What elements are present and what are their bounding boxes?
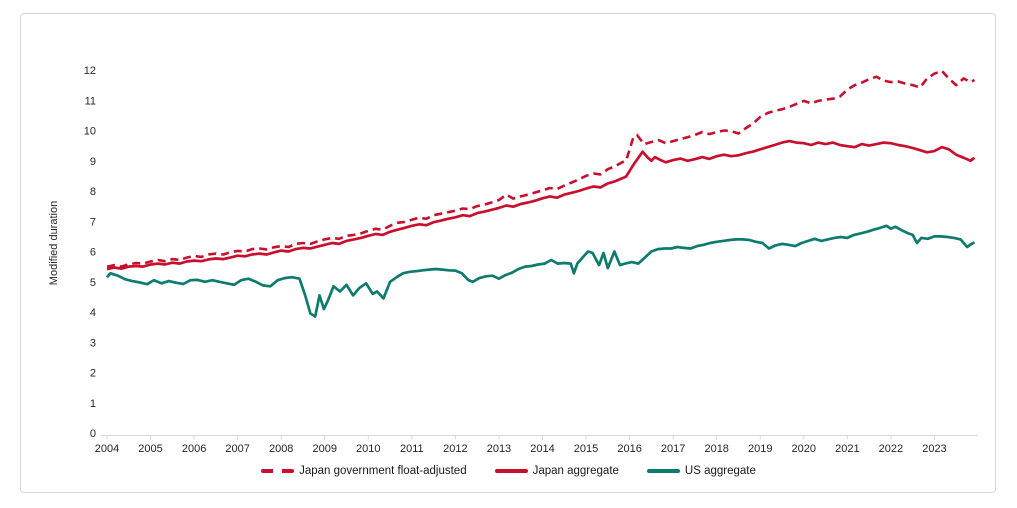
legend-label: US aggregate — [684, 465, 756, 477]
x-tick-label: 2008 — [269, 443, 293, 455]
y-tick-label: 0 — [90, 428, 96, 440]
legend-label: Japan government float-adjusted — [299, 465, 467, 477]
x-tick-label: 2019 — [748, 443, 772, 455]
y-tick-label: 11 — [85, 95, 96, 107]
x-tick-label: 2006 — [182, 443, 206, 455]
y-axis-title: Modified duration — [48, 201, 60, 285]
legend-item-japan-government-float-adjusted: Japan government float-adjusted — [261, 464, 467, 478]
y-tick-label: 12 — [84, 65, 96, 77]
legend: Japan government float-adjusted Japan ag… — [0, 464, 1017, 478]
y-tick-label: 10 — [84, 126, 96, 138]
y-tick-label: 5 — [90, 277, 96, 289]
series-line-japan-aggregate — [106, 139, 976, 271]
x-tick-label: 2007 — [225, 443, 249, 455]
x-tick-label: 2021 — [835, 443, 859, 455]
y-tick-label: 6 — [90, 247, 96, 259]
x-tick-label: 2017 — [661, 443, 685, 455]
x-tick-label: 2014 — [530, 443, 554, 455]
legend-item-us-aggregate: US aggregate — [646, 464, 756, 478]
x-tick-label: 2022 — [879, 443, 903, 455]
series-line-japan-government-float-adjusted — [106, 69, 976, 268]
x-tick-label: 2012 — [443, 443, 467, 455]
x-tick-label: 2015 — [574, 443, 598, 455]
y-tick-label: 4 — [90, 307, 96, 319]
x-tick-label: 2011 — [400, 443, 424, 455]
y-tick-label: 3 — [90, 337, 96, 349]
x-tick-label: 2016 — [617, 443, 641, 455]
chart-frame-border — [20, 13, 996, 493]
x-tick-label: 2013 — [487, 443, 511, 455]
y-tick-label: 8 — [90, 186, 96, 198]
x-tick-label: 2020 — [792, 443, 816, 455]
y-tick-label: 2 — [90, 368, 96, 380]
solid-line-swatch — [494, 469, 528, 473]
dashed-line-swatch — [261, 469, 295, 473]
y-tick-label: 9 — [90, 156, 96, 168]
legend-label: Japan aggregate — [532, 465, 619, 477]
series-line-us-aggregate — [105, 224, 976, 318]
x-tick-label: 2010 — [356, 443, 380, 455]
x-tick-label: 2009 — [313, 443, 337, 455]
y-tick-label: 1 — [90, 398, 96, 410]
x-tick-label: 2023 — [922, 443, 946, 455]
legend-item-japan-aggregate: Japan aggregate — [494, 464, 619, 478]
x-tick-label: 2005 — [138, 443, 162, 455]
x-tick-label: 2018 — [704, 443, 728, 455]
solid-line-swatch — [646, 469, 680, 473]
y-tick-label: 7 — [90, 216, 96, 228]
x-tick-label: 2004 — [95, 443, 119, 455]
